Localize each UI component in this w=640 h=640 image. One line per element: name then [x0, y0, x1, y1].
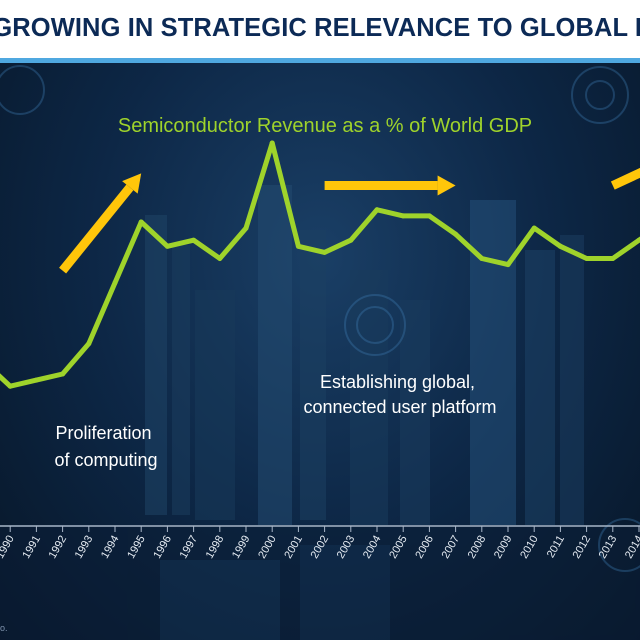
- annotation-proliferation-line-2: of computing: [54, 450, 157, 470]
- annotation-proliferation-line-1: Proliferation: [55, 423, 151, 443]
- data-point-2001: [295, 243, 301, 249]
- series-points: [7, 140, 640, 389]
- data-point-2003: [348, 237, 354, 243]
- data-point-2004: [374, 207, 380, 213]
- annotation-global-platform: Establishing global, connected user plat…: [303, 372, 496, 417]
- data-point-1996: [164, 243, 170, 249]
- data-point-2005: [400, 213, 406, 219]
- annotation-proliferation: Proliferation of computing: [54, 423, 157, 470]
- x-axis-ticks: [9, 526, 640, 532]
- slide-title: S GROWING IN STRATEGIC RELEVANCE TO GLOB…: [0, 14, 640, 42]
- data-point-2000: [269, 140, 275, 146]
- data-point-1990: [7, 383, 13, 389]
- data-point-1995: [138, 219, 144, 225]
- trend-arrows: [59, 167, 640, 274]
- data-point-2007: [453, 231, 459, 237]
- data-point-1992: [60, 371, 66, 377]
- data-point-2002: [322, 249, 328, 255]
- data-point-2014: [636, 237, 640, 243]
- chart-title: Semiconductor Revenue as a % of World GD…: [118, 115, 532, 137]
- data-point-1994: [112, 280, 118, 286]
- title-rule: [0, 58, 640, 63]
- data-point-1997: [191, 237, 197, 243]
- background-rings: [0, 65, 640, 572]
- data-point-2010: [531, 225, 537, 231]
- data-point-2012: [584, 256, 590, 261]
- footnote: o.: [0, 623, 8, 633]
- background-skyline: [0, 185, 640, 640]
- data-point-2011: [557, 243, 563, 249]
- data-point-2008: [479, 256, 485, 261]
- trend-arrow-2: [324, 175, 456, 196]
- data-point-1998: [217, 256, 223, 261]
- title-bar: S GROWING IN STRATEGIC RELEVANCE TO GLOB…: [0, 0, 640, 58]
- trend-arrow-3: [610, 167, 640, 190]
- annotation-global-platform-line-2: connected user platform: [303, 397, 496, 417]
- trend-arrow-1: [59, 173, 142, 274]
- data-point-1999: [243, 225, 249, 231]
- annotation-global-platform-line-1: Establishing global,: [320, 372, 475, 392]
- data-point-2006: [426, 213, 432, 219]
- data-point-1993: [86, 341, 92, 347]
- data-point-2013: [610, 256, 616, 261]
- data-point-2009: [505, 262, 511, 268]
- data-point-1991: [33, 377, 39, 383]
